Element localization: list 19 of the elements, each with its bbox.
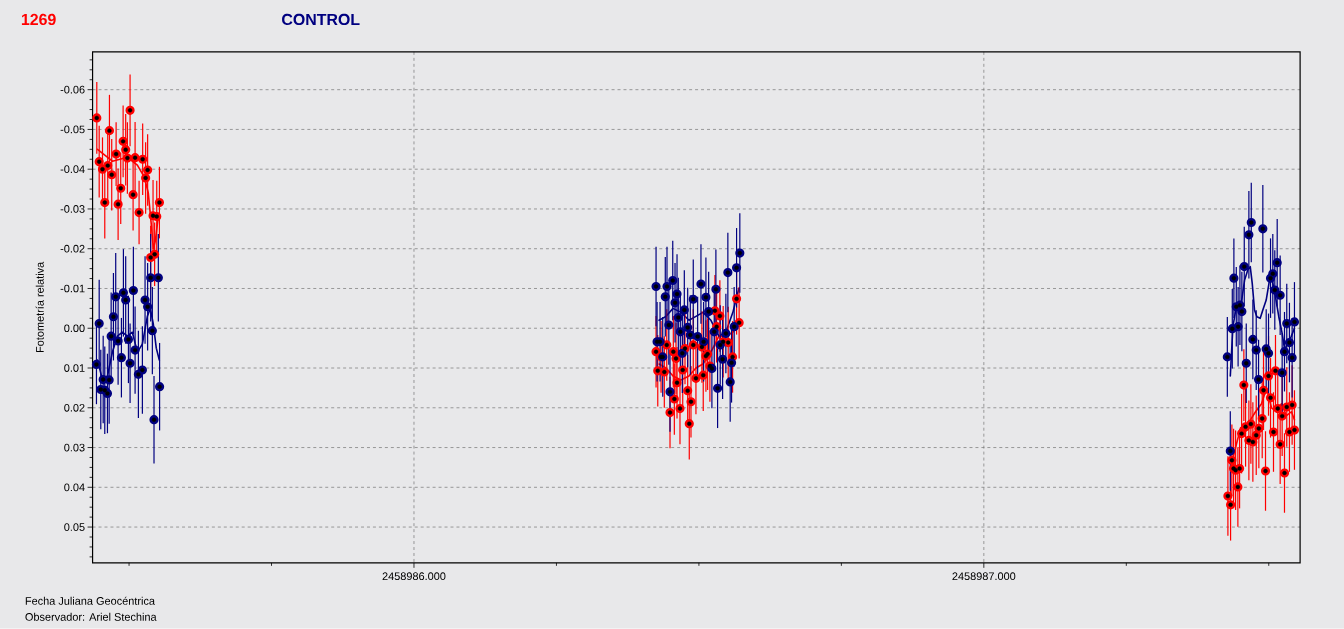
y-tick-label: -0.04 bbox=[60, 165, 85, 174]
y-axis-title: Fotometría relativa bbox=[35, 261, 44, 353]
y-tick-label: -0.06 bbox=[60, 85, 85, 94]
y-tick-label: -0.05 bbox=[60, 125, 85, 134]
x-tick-label: 2458987.000 bbox=[952, 572, 1016, 581]
text: 1269 bbox=[21, 13, 56, 26]
y-tick-label: 0.01 bbox=[64, 364, 85, 373]
y-tick-label: -0.02 bbox=[60, 245, 85, 253]
y-tick-label: 0.00 bbox=[64, 324, 85, 333]
x-axis-title: Fecha Juliana Geocéntrica bbox=[25, 596, 155, 605]
y-tick-label: 0.02 bbox=[64, 404, 85, 412]
y-tick-label: -0.03 bbox=[60, 205, 85, 213]
y-tick-label: 0.05 bbox=[64, 523, 85, 532]
text: CONTROL bbox=[282, 13, 360, 26]
text: Observador: Ariel Stechina bbox=[25, 612, 157, 621]
x-tick-label: 2458986.000 bbox=[382, 572, 446, 581]
y-tick-label: -0.01 bbox=[60, 284, 85, 293]
y-tick-label: 0.03 bbox=[64, 443, 85, 452]
y-tick-label: 0.04 bbox=[64, 483, 85, 492]
